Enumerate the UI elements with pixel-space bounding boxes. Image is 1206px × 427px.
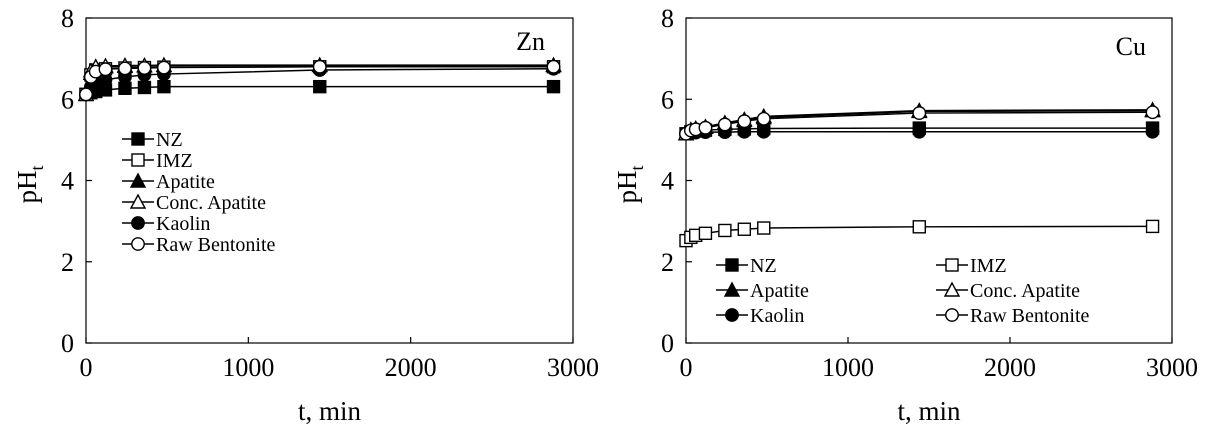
- chart-title: Zn: [516, 27, 545, 56]
- data-point: [137, 80, 152, 95]
- x-tick-label: 1000: [822, 353, 874, 382]
- data-point: [912, 220, 926, 234]
- legend-item-imz: IMZ: [936, 255, 1007, 277]
- legend-marker: [943, 281, 961, 297]
- y-tick-label: 0: [61, 329, 74, 358]
- legend-marker: [723, 281, 741, 297]
- legend-marker: [129, 172, 147, 188]
- x-tick-label: 2000: [984, 353, 1036, 382]
- legend-marker: [131, 237, 145, 251]
- legend-item-nz: NZ: [716, 255, 777, 277]
- y-tick-label: 4: [61, 167, 74, 196]
- legend: NZ IMZ Apatite Conc. Apatite Kaolin Raw Bento…: [716, 255, 1090, 327]
- legend-marker: [131, 132, 145, 146]
- legend-item-kaolin: Kaolin: [122, 213, 210, 235]
- data-point: [546, 79, 561, 94]
- legend-marker: [131, 153, 145, 167]
- y-tick-label: 6: [61, 85, 74, 114]
- data-point: [1145, 105, 1160, 120]
- data-point: [1145, 124, 1160, 139]
- data-point: [1145, 219, 1160, 234]
- data-point: [737, 114, 752, 129]
- data-point: [912, 124, 927, 139]
- series-raw-bentonite: [79, 59, 561, 102]
- legend-label: IMZ: [156, 150, 193, 172]
- legend-label: Kaolin: [750, 305, 804, 327]
- x-tick-label: 3000: [547, 353, 599, 382]
- data-point: [157, 79, 171, 94]
- series-raw-bentonite: [679, 105, 1160, 141]
- data-point: [912, 106, 927, 120]
- data-point: [79, 87, 93, 102]
- series-imz: [679, 219, 1160, 248]
- legend-marker: [131, 216, 145, 230]
- data-point: [757, 221, 771, 235]
- chart-title: Cu: [1116, 32, 1146, 61]
- x-axis-label: t, min: [298, 396, 362, 426]
- data-point: [718, 223, 732, 238]
- legend-marker: [129, 193, 147, 209]
- legend-label: NZ: [750, 255, 777, 277]
- y-tick-label: 2: [61, 248, 74, 277]
- x-tick-label: 0: [80, 353, 93, 382]
- data-point: [118, 61, 132, 76]
- y-tick-label: 0: [661, 329, 674, 358]
- x-tick-label: 0: [680, 353, 693, 382]
- legend-item-raw-bentonite: Raw Bentonite: [122, 234, 276, 256]
- y-tick-label: 4: [661, 167, 674, 196]
- legend-item-conc-apatite: Conc. Apatite: [936, 280, 1080, 302]
- legend-marker: [945, 308, 959, 322]
- legend-item-apatite: Apatite: [716, 280, 809, 302]
- data-point: [717, 117, 732, 132]
- chart-svg: 0 2 4 6 8 0 1000 2000 3000 t, min pHt Cu NZ IMZ Apatit…: [612, 4, 1198, 426]
- data-point: [118, 81, 132, 95]
- legend-marker: [725, 308, 739, 322]
- x-tick-label: 2000: [385, 353, 437, 382]
- legend-label: Raw Bentonite: [156, 234, 276, 256]
- chart-svg: 0 2 4 6 8 0 1000 2000 3000 t, min pHt Zn NZIMZApatit…: [12, 4, 599, 426]
- legend-item-nz: NZ: [122, 129, 183, 151]
- x-axis-label: t, min: [897, 396, 961, 426]
- y-tick-label: 8: [61, 4, 74, 33]
- legend-label: Conc. Apatite: [156, 192, 266, 214]
- legend-label: Raw Bentonite: [970, 305, 1090, 327]
- data-point: [98, 62, 113, 77]
- legend-marker: [945, 258, 959, 272]
- legend-label: Apatite: [156, 171, 215, 193]
- data-point: [698, 120, 713, 135]
- y-axis-label: pHt: [12, 165, 47, 203]
- data-point: [756, 111, 771, 126]
- legend-item-raw-bentonite: Raw Bentonite: [936, 305, 1090, 327]
- legend-item-conc-apatite: Conc. Apatite: [122, 192, 266, 214]
- chart-panel-cu: 0 2 4 6 8 0 1000 2000 3000 t, min pHt Cu NZ IMZ Apatit…: [603, 0, 1206, 427]
- data-point: [313, 79, 327, 94]
- y-axis-label: pHt: [612, 165, 647, 203]
- legend-label: Kaolin: [156, 213, 210, 235]
- chart-panel-zn: 0 2 4 6 8 0 1000 2000 3000 t, min pHt Zn NZ IMZ Apatit…: [12, 4, 599, 426]
- data-point: [737, 222, 752, 236]
- x-tick-label: 1000: [222, 353, 274, 382]
- legend-item-imz: IMZ: [122, 150, 193, 172]
- y-tick-label: 8: [661, 4, 674, 33]
- data-point: [137, 61, 152, 75]
- data-point: [546, 59, 561, 74]
- legend-label: Apatite: [750, 280, 809, 302]
- legend-item-kaolin: Kaolin: [716, 305, 804, 327]
- data-point: [312, 59, 327, 74]
- data-point: [698, 226, 713, 241]
- legend-marker: [725, 258, 739, 272]
- legend-item-apatite: Apatite: [122, 171, 215, 193]
- data-point: [157, 60, 171, 75]
- legend-label: IMZ: [970, 255, 1007, 277]
- legend-label: Conc. Apatite: [970, 280, 1080, 302]
- legend-label: NZ: [156, 129, 183, 151]
- data-point: [756, 124, 771, 139]
- x-tick-label: 3000: [1146, 353, 1198, 382]
- series-nz: [79, 79, 561, 102]
- y-tick-label: 6: [661, 85, 674, 114]
- y-tick-label: 2: [661, 248, 674, 277]
